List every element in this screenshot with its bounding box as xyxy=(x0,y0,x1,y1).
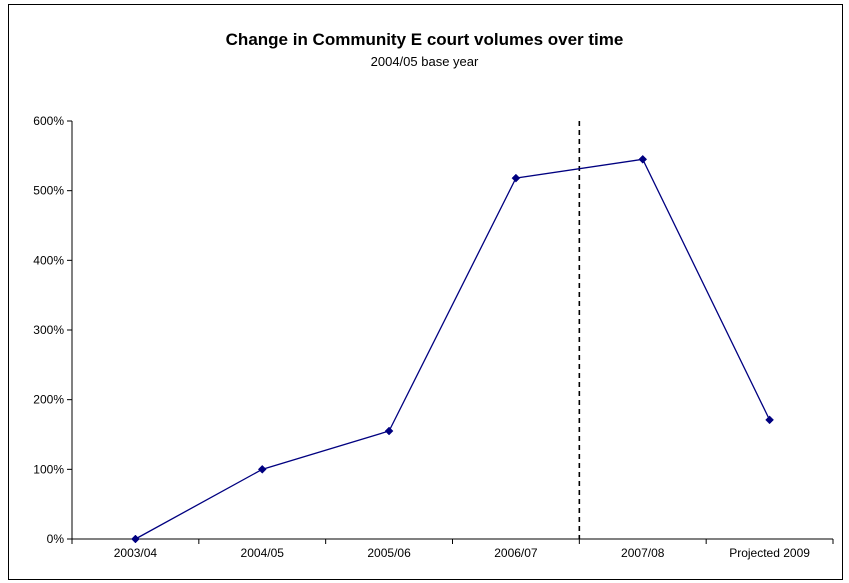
x-tick-label: 2006/07 xyxy=(494,546,538,560)
x-tick-label: 2004/05 xyxy=(241,546,285,560)
x-tick-label: 2003/04 xyxy=(114,546,158,560)
y-tick-label: 200% xyxy=(33,393,64,407)
data-point-marker xyxy=(638,154,648,164)
data-point-marker xyxy=(511,173,521,183)
chart-title: Change in Community E court volumes over… xyxy=(225,30,624,49)
x-tick-label: 2007/08 xyxy=(621,546,665,560)
data-point-marker xyxy=(384,426,394,436)
y-tick-label: 0% xyxy=(47,532,65,546)
y-tick-label: 500% xyxy=(33,184,64,198)
axes xyxy=(67,120,834,544)
y-tick-label: 400% xyxy=(33,253,64,267)
y-tick-label: 600% xyxy=(33,114,64,128)
y-tick-label: 300% xyxy=(33,323,64,337)
tick-labels: 0% 100% 200% 300% 400% 500% 600% 2003/04 2004/05… xyxy=(33,114,810,560)
chart-subtitle: 2004/05 base year xyxy=(370,54,479,69)
y-tick-label: 100% xyxy=(33,462,64,476)
data-point-marker xyxy=(257,464,267,474)
chart-frame xyxy=(8,4,843,580)
series-layer xyxy=(131,154,774,544)
data-point-marker xyxy=(131,534,140,544)
x-tick-label: 2005/06 xyxy=(367,546,411,560)
data-point-marker xyxy=(765,415,774,425)
series-line xyxy=(135,158,771,540)
x-tick-label: Projected 2009 xyxy=(729,546,810,560)
